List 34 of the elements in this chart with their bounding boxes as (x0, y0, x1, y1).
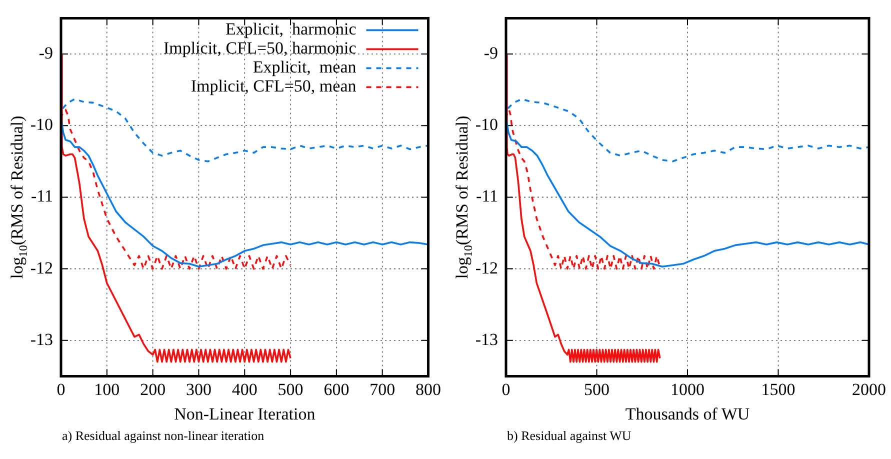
x-tick-label: 1000 (670, 380, 704, 399)
y-tick-label: -9 (38, 43, 53, 62)
x-tick-label: 0 (56, 380, 66, 399)
x-axis-title: Non-Linear Iteration (174, 404, 316, 424)
x-tick-label: 500 (278, 380, 304, 399)
x-tick-label: 800 (416, 380, 441, 399)
y-tick-label: -12 (30, 258, 53, 278)
x-tick-label: 300 (186, 380, 212, 399)
x-tick-label: 500 (584, 380, 610, 399)
y-axis-title: log10(RMS of Residual) (452, 116, 476, 279)
y-tick-label: -11 (30, 186, 53, 206)
x-tick-label: 400 (232, 380, 258, 399)
text: a) Residual against non-linear iteration (62, 428, 264, 444)
y-tick-label: -12 (475, 258, 498, 278)
x-tick-label: 100 (94, 380, 120, 399)
x-tick-label: 700 (370, 380, 396, 399)
y-axis-title: log10(RMS of Residual) (7, 116, 30, 279)
y-tick-label: -13 (475, 330, 498, 349)
legend-label: Implicit, CFL=50, harmonic (163, 38, 357, 58)
x-tick-label: 600 (324, 380, 350, 399)
x-tick-label: 2000 (852, 380, 886, 399)
x-axis-title: Thousands of WU (625, 404, 750, 424)
y-tick-label: -13 (30, 330, 53, 349)
x-tick-label: 1500 (761, 380, 796, 399)
y-tick-label: -10 (475, 115, 498, 134)
text: b) Residual against WU (507, 428, 632, 444)
legend-label: Implicit, CFL=50, mean (190, 76, 357, 96)
legend-label: Explicit, harmonic (225, 20, 357, 39)
y-tick-label: -11 (476, 186, 498, 206)
legend-label: Explicit, mean (252, 58, 357, 77)
x-tick-label: 200 (140, 380, 166, 399)
y-tick-label: -9 (484, 43, 498, 62)
y-tick-label: -10 (30, 115, 53, 134)
x-tick-label: 0 (502, 380, 510, 399)
